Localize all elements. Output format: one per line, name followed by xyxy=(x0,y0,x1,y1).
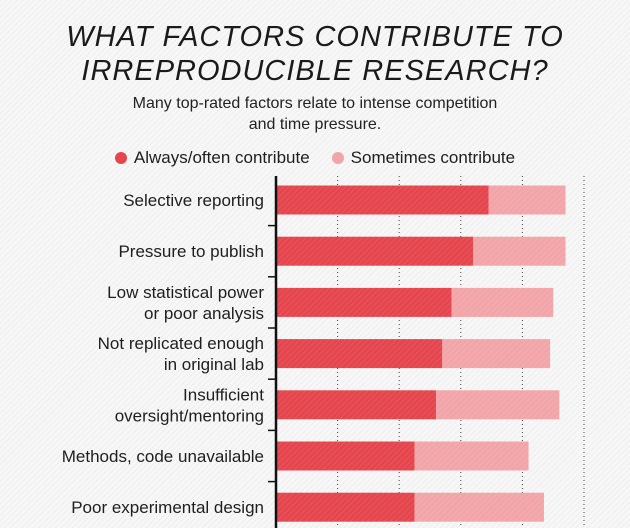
category-label-line-6-0: Poor experimental design xyxy=(71,498,264,517)
category-label-line-4-0: Insufficient xyxy=(183,385,264,404)
category-label-3: Not replicated enough in original lab xyxy=(98,334,264,374)
chart-subtitle-line-2: and time pressure. xyxy=(248,116,382,133)
chart-subtitle: Many top-rated factors relate to intense… xyxy=(0,93,630,135)
category-label-line-4-1: oversight/mentoring xyxy=(115,406,264,425)
category-label-1: Pressure to publish xyxy=(118,242,264,261)
chart-title-line-2: IRREPRODUCIBLE RESEARCH? xyxy=(81,55,549,87)
legend-item-always: Always/often contribute xyxy=(114,148,310,168)
legend-swatch-always xyxy=(114,152,127,164)
chart-title-line-1: WHAT FACTORS CONTRIBUTE TO xyxy=(66,21,564,53)
bar-texture-1-5 xyxy=(414,441,529,471)
bar-texture-1-1 xyxy=(473,236,566,266)
legend-item-sometimes: Sometimes contribute xyxy=(331,148,516,168)
chart-subtitle-line-1: Many top-rated factors relate to intense… xyxy=(132,95,498,112)
legend-label-always: Always/often contribute xyxy=(133,148,310,167)
bar-texture-0-0 xyxy=(276,185,489,215)
category-label-line-3-0: Not replicated enough xyxy=(98,334,264,353)
chart-legend: Always/often contribute Sometimes contri… xyxy=(0,148,630,168)
bar-texture-1-4 xyxy=(436,390,560,420)
category-label-6: Poor experimental design xyxy=(71,498,264,517)
bar-texture-0-2 xyxy=(276,287,452,317)
legend-swatch-sometimes xyxy=(331,152,344,164)
legend-label-sometimes: Sometimes contribute xyxy=(350,148,516,167)
category-label-5: Methods, code unavailable xyxy=(62,447,264,466)
category-label-line-2-1: or poor analysis xyxy=(144,304,264,323)
bar-texture-0-4 xyxy=(276,390,437,420)
bar-texture-0-3 xyxy=(276,339,443,369)
bar-texture-1-0 xyxy=(488,185,566,215)
category-label-line-5-0: Methods, code unavailable xyxy=(62,447,264,466)
bar-texture-1-2 xyxy=(451,287,554,317)
category-label-line-0-0: Selective reporting xyxy=(123,191,264,210)
bar-texture-0-1 xyxy=(276,236,474,266)
category-label-0: Selective reporting xyxy=(123,191,264,210)
category-label-4: Insufficient oversight/mentoring xyxy=(115,385,265,425)
bar-texture-1-6 xyxy=(414,492,544,522)
category-label-line-2-0: Low statistical power xyxy=(107,283,264,302)
category-label-line-1-0: Pressure to publish xyxy=(118,242,264,261)
bar-texture-0-6 xyxy=(276,492,415,522)
bar-texture-0-5 xyxy=(276,441,415,471)
chart-title: WHAT FACTORS CONTRIBUTE TO IRREPRODUCIBL… xyxy=(0,20,630,88)
bar-texture-1-3 xyxy=(442,339,551,369)
category-label-2: Low statistical power or poor analysis xyxy=(107,283,264,323)
category-label-line-3-1: in original lab xyxy=(164,355,264,374)
